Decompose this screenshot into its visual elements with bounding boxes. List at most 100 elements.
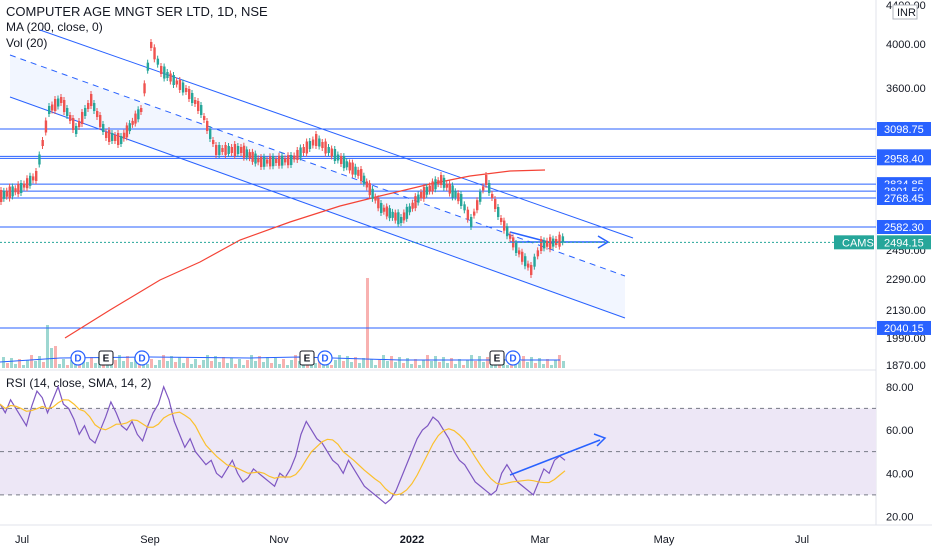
- volume-bar: [254, 361, 257, 368]
- volume-bar: [454, 364, 457, 368]
- candle-body: [221, 148, 224, 152]
- time-tick-label: Nov: [269, 534, 289, 546]
- candle-body: [470, 217, 473, 227]
- volume-bar: [298, 361, 301, 368]
- candle-body: [224, 145, 227, 155]
- candle-body: [354, 166, 357, 175]
- dividend-marker[interactable]: D: [134, 350, 150, 366]
- volume-bar: [374, 365, 377, 368]
- candle-body: [308, 141, 312, 149]
- candle-body: [536, 250, 540, 257]
- volume-bar: [138, 363, 141, 368]
- candle-body: [278, 155, 281, 166]
- rsi-tick-label: 40.00: [886, 468, 914, 480]
- volume-bar: [470, 355, 473, 368]
- volume-bar: [134, 357, 137, 368]
- candle-body: [29, 175, 32, 186]
- rsi-legend[interactable]: RSI (14, close, SMA, 14, 2): [6, 376, 152, 390]
- candle-body: [382, 207, 386, 212]
- candle-body: [549, 237, 552, 250]
- volume-legend[interactable]: Vol (20): [6, 36, 48, 50]
- time-axis[interactable]: Jul Sep Nov 2022 Mar May Jul: [15, 534, 809, 546]
- candle-body: [434, 179, 437, 190]
- candle-body: [299, 147, 302, 158]
- volume-bar: [370, 359, 373, 368]
- candle-body: [78, 121, 81, 127]
- candle-body: [146, 62, 150, 71]
- candle-body: [491, 194, 494, 198]
- rsi-line: [0, 385, 566, 505]
- price-level-label: 2040.15: [884, 323, 924, 335]
- earnings-marker[interactable]: E: [489, 350, 505, 366]
- price-level-label: 2958.40: [884, 153, 924, 165]
- dividend-marker[interactable]: D: [505, 350, 521, 366]
- volume-bar: [258, 356, 261, 368]
- candle-body: [275, 159, 278, 163]
- candle-body: [251, 151, 254, 162]
- volume-bar: [414, 359, 417, 368]
- volume-bar: [438, 362, 441, 368]
- candle-body: [377, 198, 380, 209]
- volume-bar: [546, 359, 549, 368]
- volume-bar: [314, 363, 317, 368]
- candle-body: [479, 191, 482, 202]
- channel-mid: [9, 54, 626, 277]
- volume-bar: [182, 363, 185, 368]
- earnings-marker-shape: [98, 350, 114, 366]
- volume-bar: [234, 364, 237, 368]
- ma-legend[interactable]: MA (200, close, 0): [6, 20, 103, 34]
- candle-body: [114, 135, 117, 141]
- volume-bar: [278, 364, 281, 368]
- volume-bar: [458, 359, 461, 368]
- volume-bar: [58, 364, 61, 368]
- candle-body: [2, 190, 6, 199]
- candle-body: [533, 256, 536, 267]
- volume-bar: [202, 360, 205, 368]
- volume-bar: [14, 364, 17, 368]
- candle-body: [414, 196, 417, 209]
- candle-body: [125, 125, 129, 138]
- volume-bar: [178, 357, 181, 368]
- dividend-marker[interactable]: D: [70, 350, 86, 366]
- candle-body: [457, 193, 460, 202]
- candle-body: [26, 178, 29, 189]
- volume-bar: [550, 365, 553, 368]
- candle-body: [543, 240, 546, 249]
- candle-body: [488, 183, 491, 193]
- candle-body: [494, 199, 497, 209]
- volume-bar: [122, 361, 125, 368]
- dividend-marker[interactable]: D: [317, 350, 333, 366]
- price-axis[interactable]: 1870.001990.002130.002290.002450.003600.…: [0, 0, 931, 524]
- horizontal-levels[interactable]: [0, 128, 876, 329]
- candle-body: [120, 136, 123, 144]
- earnings-marker-label: E: [304, 354, 311, 365]
- candle-body: [524, 256, 527, 267]
- dividend-marker-label: D: [138, 354, 145, 365]
- candle-body: [365, 181, 369, 188]
- candle-body: [518, 250, 521, 255]
- candle-body: [175, 80, 179, 85]
- candle-body: [321, 142, 324, 148]
- volume-bar: [518, 361, 521, 368]
- volume-bar: [150, 359, 153, 368]
- candle-body: [35, 171, 38, 181]
- earnings-marker[interactable]: E: [98, 350, 114, 366]
- candle-body: [257, 158, 260, 163]
- volume-bar: [130, 362, 133, 368]
- candle-body: [371, 188, 374, 199]
- volume-bar: [534, 363, 537, 368]
- volume-bar: [430, 361, 433, 368]
- candle-body: [482, 186, 485, 191]
- candle-body: [463, 204, 466, 211]
- candle-body: [497, 207, 500, 217]
- earnings-marker[interactable]: E: [299, 350, 315, 366]
- candle-body: [236, 146, 240, 154]
- candle-body: [340, 156, 343, 164]
- channel-drawing[interactable]: [9, 29, 634, 319]
- volume-bar: [250, 355, 253, 368]
- time-tick-label: Mar: [531, 534, 550, 546]
- candle-body: [203, 116, 206, 120]
- candle-body: [431, 181, 434, 192]
